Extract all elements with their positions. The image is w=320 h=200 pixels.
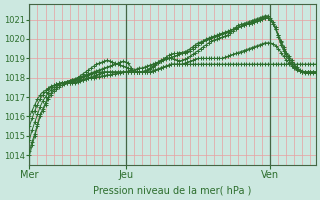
X-axis label: Pression niveau de la mer( hPa ): Pression niveau de la mer( hPa ) [93, 186, 252, 196]
